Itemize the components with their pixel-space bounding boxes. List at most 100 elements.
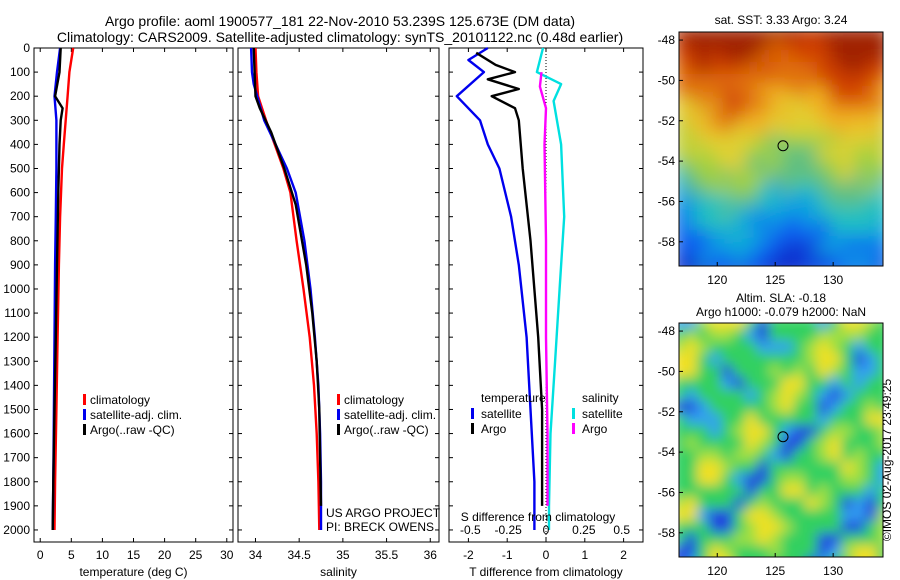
map-cell [781,218,794,231]
legend-label: Argo [582,422,608,436]
map-cell [769,509,782,522]
x-tick-label: 2 [620,548,627,562]
map-cell [685,32,698,39]
map-cell [709,485,722,498]
map-cell [745,242,758,255]
map-cell [769,182,782,195]
map-cell [745,170,758,183]
map-cell [745,509,758,522]
map-cell [853,329,866,342]
map-cell [877,509,883,522]
map-cell [853,473,866,486]
series-line-argo-raw-qc- [252,47,323,506]
map-cell [853,110,866,123]
map-cell [745,50,758,63]
map-cell [805,425,818,438]
map-cell [817,323,830,330]
map-cell [865,365,878,378]
map-cell [745,329,758,342]
map-cell [679,170,686,183]
map-cell [745,74,758,87]
map-cell [829,254,842,266]
map-cell [709,545,722,557]
map-cell [865,473,878,486]
map-cell [745,86,758,99]
map-cell [829,533,842,546]
map-cell [781,38,794,51]
map-cell [865,206,878,219]
map-cell [757,437,770,450]
map-cell [817,170,830,183]
map-cell [697,461,710,474]
map-cell [805,254,818,266]
map-cell [853,146,866,159]
x-tick-label: 1 [581,548,588,562]
map-cell [733,413,746,426]
map-cell [733,509,746,522]
map-cell [841,323,854,330]
map-cell [685,509,698,522]
legend-label: Argo(..raw -QC) [344,423,429,437]
map-cell [733,110,746,123]
s-axis-label: S difference from climatology [461,510,616,524]
map-cell [877,341,883,354]
map-cell [697,38,710,51]
map-cell [793,134,806,147]
map-cell [679,206,686,219]
map-cell [697,533,710,546]
map-cell [685,425,698,438]
map-cell [853,485,866,498]
map-cell [793,353,806,366]
map-cell [829,461,842,474]
map-cell [829,32,842,39]
map-cell [877,557,890,570]
map-cell [841,509,854,522]
x-axis-label: T difference from climatology [469,565,623,579]
map-cell [841,521,854,534]
map-cell [805,323,818,330]
map-cell [709,194,722,207]
map-cell [709,38,722,51]
map-cell [697,134,710,147]
map-cell [721,110,734,123]
x-tick-label: 30 [220,548,234,562]
map-cell [829,497,842,510]
map-cell [841,389,854,402]
map-cell [865,377,878,390]
map-cell [781,86,794,99]
map-cell [877,194,883,207]
map-cell [853,425,866,438]
map-cell [733,389,746,402]
map-cell [769,449,782,462]
map-cell [865,146,878,159]
map-cell [805,449,818,462]
map-cell [865,32,878,39]
map-cell [829,425,842,438]
map-cell [745,62,758,75]
map-cell [877,389,883,402]
map-cell [853,266,866,279]
map-cell [685,266,698,279]
map-cell [865,557,878,570]
map-cell [745,194,758,207]
map-cell [829,509,842,522]
map-cell [685,449,698,462]
map-cell [721,146,734,159]
x-tick-label: 125 [765,564,785,578]
map-cell [685,521,698,534]
map-cell [733,341,746,354]
legend-swatch [471,408,474,419]
map-cell [679,473,686,486]
map-cell [865,497,878,510]
map-cell [877,62,883,75]
map-cell [817,182,830,195]
map-cell [841,86,854,99]
map-cell [745,158,758,171]
y-tick-label: -52 [658,405,676,419]
map-cell [853,218,866,231]
map-cell [805,461,818,474]
map-cell [841,485,854,498]
map-cell [841,134,854,147]
map-cell [805,545,818,557]
map-cell [781,158,794,171]
